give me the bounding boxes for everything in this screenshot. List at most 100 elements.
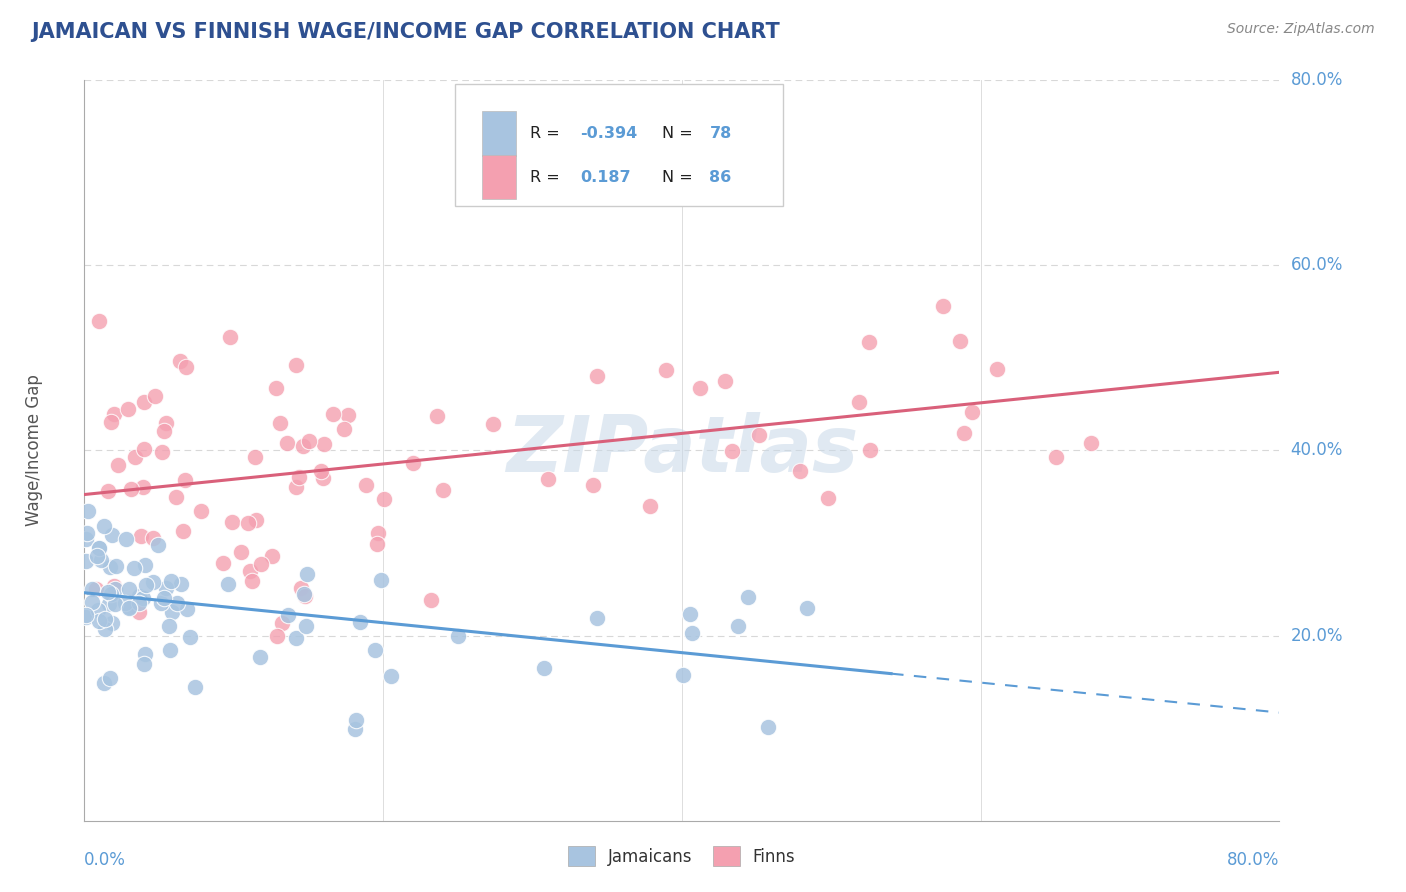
Point: [80, 582, 103, 596]
Point: [364, 642, 387, 657]
Point: [349, 615, 371, 629]
Point: [447, 629, 470, 643]
Point: [426, 409, 449, 423]
Point: [117, 401, 139, 416]
Text: 20.0%: 20.0%: [1291, 626, 1343, 645]
Point: [294, 619, 316, 633]
Point: [76, 526, 98, 541]
Point: [333, 422, 356, 436]
Text: 0.187: 0.187: [581, 169, 631, 185]
Point: [87, 541, 110, 556]
Point: [589, 161, 612, 175]
Point: [159, 643, 181, 657]
Point: [89, 314, 111, 328]
Point: [132, 480, 155, 494]
Point: [796, 601, 818, 615]
Point: [142, 575, 165, 590]
Point: [380, 669, 402, 683]
Point: [97, 484, 120, 499]
Point: [134, 395, 156, 409]
Point: [135, 577, 157, 591]
Text: Wage/Income Gap: Wage/Income Gap: [24, 375, 42, 526]
Point: [285, 358, 308, 372]
Point: [183, 680, 205, 694]
Point: [75, 554, 97, 568]
Point: [681, 626, 703, 640]
Point: [748, 428, 770, 442]
Point: [402, 456, 425, 470]
Text: ZIPatlas: ZIPatlas: [506, 412, 858, 489]
Point: [75, 607, 97, 622]
Point: [153, 591, 176, 605]
Point: [76, 504, 98, 518]
Point: [159, 574, 181, 588]
Point: [986, 362, 1008, 376]
Point: [354, 477, 377, 491]
Point: [122, 560, 145, 574]
Text: R =: R =: [530, 126, 565, 141]
Point: [94, 622, 117, 636]
Point: [689, 381, 711, 395]
Point: [103, 407, 125, 421]
Point: [420, 592, 443, 607]
Point: [150, 596, 173, 610]
Point: [143, 389, 166, 403]
Point: [290, 581, 312, 595]
Point: [93, 519, 115, 533]
Point: [174, 360, 197, 375]
Point: [367, 526, 389, 541]
Point: [114, 532, 136, 546]
Point: [932, 299, 955, 313]
Point: [297, 567, 319, 582]
Point: [229, 545, 252, 559]
Point: [114, 596, 136, 610]
Point: [155, 581, 177, 595]
Text: R =: R =: [530, 169, 565, 185]
Point: [90, 553, 112, 567]
Point: [727, 618, 749, 632]
Point: [370, 573, 392, 587]
Point: [337, 409, 360, 423]
Point: [105, 559, 128, 574]
Point: [585, 368, 607, 383]
Point: [165, 490, 187, 504]
Point: [721, 444, 744, 458]
Point: [172, 524, 194, 538]
Point: [245, 513, 267, 527]
Point: [221, 516, 243, 530]
Point: [86, 549, 108, 563]
Point: [97, 585, 120, 599]
Point: [179, 631, 201, 645]
Point: [858, 334, 880, 349]
Point: [292, 586, 315, 600]
Point: [118, 582, 141, 596]
Point: [655, 362, 678, 376]
Point: [817, 491, 839, 505]
Point: [672, 668, 695, 682]
Point: [284, 631, 307, 645]
Point: [250, 557, 273, 571]
Point: [322, 407, 344, 421]
Text: N =: N =: [662, 126, 697, 141]
FancyBboxPatch shape: [482, 112, 516, 156]
Point: [343, 722, 366, 736]
Point: [128, 605, 150, 619]
Text: 40.0%: 40.0%: [1291, 442, 1343, 459]
Point: [118, 600, 141, 615]
Point: [679, 607, 702, 621]
Point: [582, 478, 605, 492]
Point: [859, 443, 882, 458]
Point: [266, 628, 288, 642]
FancyBboxPatch shape: [482, 155, 516, 200]
Point: [87, 603, 110, 617]
Point: [128, 596, 150, 610]
Point: [366, 536, 388, 550]
Point: [93, 676, 115, 690]
Point: [266, 381, 288, 395]
Point: [218, 330, 240, 344]
Point: [104, 597, 127, 611]
Point: [131, 591, 153, 605]
Text: 78: 78: [710, 126, 731, 141]
Point: [174, 473, 197, 487]
Point: [312, 471, 335, 485]
